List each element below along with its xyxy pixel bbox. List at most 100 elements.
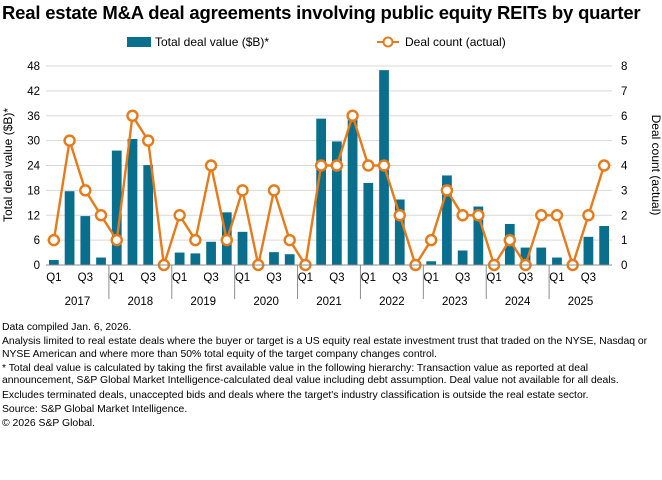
- bar: [96, 257, 106, 265]
- chart-title: Real estate M&A deal agreements involvin…: [2, 2, 641, 23]
- x-quarter-label: Q1: [109, 272, 124, 284]
- bar: [394, 199, 405, 265]
- y-right-tick-label: 8: [621, 61, 627, 73]
- bar: [143, 165, 154, 265]
- x-quarter-label: Q1: [486, 272, 501, 284]
- bar: [426, 261, 437, 265]
- y-right-tick-label: 3: [621, 185, 627, 197]
- y-left-tick-label: 12: [27, 210, 40, 222]
- combo-chart: Total deal value ($B)* Deal count (actua…: [1, 35, 662, 308]
- x-quarter-label: Q1: [549, 272, 564, 284]
- line-point: [110, 233, 123, 247]
- y-left-tick-label: 18: [27, 185, 40, 197]
- y-left-tick-label: 42: [27, 86, 40, 98]
- legend-line-label: Deal count (actual): [405, 35, 506, 49]
- y-right-tick-label: 5: [621, 136, 627, 148]
- y-left-tick-label: 24: [27, 161, 40, 173]
- line-point: [314, 159, 328, 172]
- line-point: [63, 134, 76, 147]
- bar: [552, 257, 562, 265]
- x-quarter-label: Q3: [203, 272, 218, 284]
- legend: Total deal value ($B)* Deal count (actua…: [127, 35, 506, 49]
- bar: [190, 253, 201, 265]
- line-point: [440, 184, 454, 197]
- line-point: [330, 159, 344, 172]
- line-point: [126, 109, 139, 122]
- y-right-tick-label: 0: [621, 260, 627, 272]
- bar: [269, 252, 279, 265]
- footnotes: Data compiled Jan. 6, 2026. Analysis lim…: [2, 322, 660, 433]
- y-right-tick-label: 7: [621, 86, 627, 98]
- line-point: [204, 159, 218, 172]
- bar: [206, 241, 216, 265]
- y-right-tick-label: 6: [621, 111, 627, 123]
- note-deal-value-definition: * Total deal value is calculated by taki…: [2, 362, 619, 387]
- bar: [48, 260, 59, 265]
- y-right-tick-label: 4: [621, 161, 628, 173]
- bar: [80, 216, 91, 265]
- y-left-tick-label: 36: [27, 111, 40, 123]
- line-point: [220, 233, 234, 247]
- x-quarter-label: Q1: [361, 272, 376, 284]
- x-quarter-label: Q3: [266, 272, 281, 284]
- x-year-label: 2019: [190, 296, 216, 308]
- bar: [363, 182, 374, 265]
- line-point: [346, 109, 359, 122]
- x-quarter-label: Q3: [455, 272, 470, 284]
- line-point: [362, 159, 375, 172]
- x-quarter-label: Q3: [392, 272, 407, 284]
- line-point: [393, 209, 406, 222]
- line-point: [582, 209, 595, 222]
- line-point: [173, 209, 186, 222]
- x-quarter-label: Q3: [581, 272, 596, 284]
- legend-bar-swatch: [127, 37, 151, 47]
- line-point: [424, 233, 438, 247]
- line-point: [189, 233, 202, 247]
- note-analysis-scope: Analysis limited to real estate deals wh…: [2, 336, 648, 360]
- x-quarter-label: Q1: [298, 272, 313, 284]
- y-axis-right-label: Deal count (actual): [649, 115, 662, 216]
- note-source: Source: S&P Global Market Intelligence.: [2, 403, 188, 415]
- note-data-compiled: Data compiled Jan. 6, 2026.: [2, 322, 132, 333]
- line-point: [456, 209, 469, 222]
- line-point: [503, 233, 517, 247]
- x-quarter-label: Q1: [235, 272, 250, 284]
- note-exclusions: Excludes terminated deals, unaccepted bi…: [2, 389, 589, 401]
- line-point: [535, 209, 548, 222]
- x-quarter-label: Q3: [141, 272, 156, 284]
- bar: [536, 247, 547, 265]
- y-left-tick-label: 0: [34, 260, 40, 272]
- y-left-tick-label: 48: [27, 61, 40, 73]
- x-year-label: 2022: [379, 296, 405, 308]
- bar: [237, 231, 248, 265]
- line-point: [283, 233, 296, 247]
- line-point: [550, 209, 564, 222]
- bar: [583, 236, 594, 265]
- axes: 0 0 6 1 12 2 18 3 24 4 30 5 36 6 42 7 48 8 Q1 Q3 2017 Q1 Q3 201…: [27, 61, 628, 308]
- x-quarter-label: Q3: [518, 272, 533, 284]
- x-quarter-label: Q3: [78, 272, 93, 284]
- bar: [520, 247, 531, 265]
- x-year-label: 2018: [128, 296, 154, 308]
- x-year-label: 2021: [316, 296, 342, 308]
- bar: [457, 250, 468, 265]
- y-right-tick-label: 1: [621, 235, 627, 247]
- line-point: [472, 209, 485, 222]
- line-point: [267, 184, 281, 197]
- x-quarter-label: Q1: [46, 272, 61, 284]
- line-point: [141, 134, 155, 147]
- line-point: [236, 184, 249, 197]
- x-year-label: 2020: [253, 296, 279, 308]
- x-year-label: 2017: [65, 296, 91, 308]
- y-left-tick-label: 30: [27, 136, 40, 148]
- legend-line-marker: [382, 36, 394, 48]
- x-year-label: 2023: [442, 296, 468, 308]
- line-point: [377, 159, 391, 172]
- y-axis-left-label: Total deal value ($B)*: [1, 108, 15, 222]
- line-point: [94, 209, 108, 222]
- bar: [599, 226, 610, 265]
- x-quarter-label: Q3: [329, 272, 344, 284]
- line-point: [597, 159, 611, 172]
- legend-bar-label: Total deal value ($B)*: [155, 35, 269, 49]
- bar: [174, 252, 185, 265]
